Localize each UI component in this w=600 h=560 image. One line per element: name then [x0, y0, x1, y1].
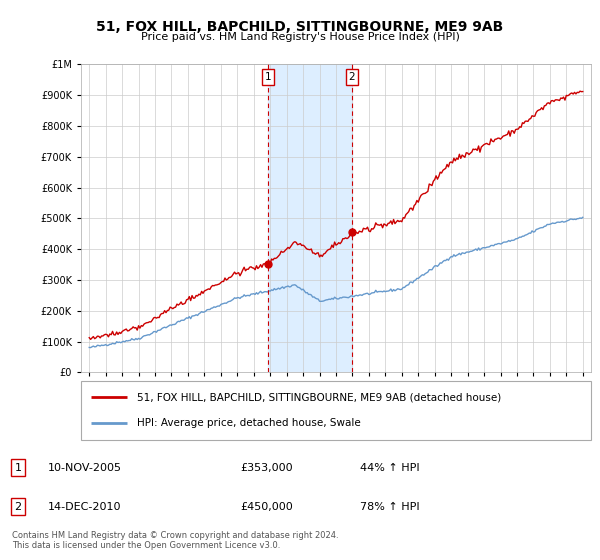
Text: 10-NOV-2005: 10-NOV-2005	[48, 463, 122, 473]
Text: £450,000: £450,000	[240, 502, 293, 512]
Text: HPI: Average price, detached house, Swale: HPI: Average price, detached house, Swal…	[137, 418, 361, 428]
Bar	[268, 64, 352, 372]
Text: 1: 1	[265, 72, 271, 82]
Text: 14-DEC-2010: 14-DEC-2010	[48, 502, 121, 512]
Text: £353,000: £353,000	[240, 463, 293, 473]
Text: 2: 2	[349, 72, 355, 82]
Text: 51, FOX HILL, BAPCHILD, SITTINGBOURNE, ME9 9AB: 51, FOX HILL, BAPCHILD, SITTINGBOURNE, M…	[97, 20, 503, 34]
Text: 1: 1	[14, 463, 22, 473]
Text: 51, FOX HILL, BAPCHILD, SITTINGBOURNE, ME9 9AB (detached house): 51, FOX HILL, BAPCHILD, SITTINGBOURNE, M…	[137, 392, 502, 402]
Text: Contains HM Land Registry data © Crown copyright and database right 2024.
This d: Contains HM Land Registry data © Crown c…	[12, 530, 338, 550]
Text: 78% ↑ HPI: 78% ↑ HPI	[360, 502, 419, 512]
Text: Price paid vs. HM Land Registry's House Price Index (HPI): Price paid vs. HM Land Registry's House …	[140, 32, 460, 43]
Text: 44% ↑ HPI: 44% ↑ HPI	[360, 463, 419, 473]
Text: 2: 2	[14, 502, 22, 512]
